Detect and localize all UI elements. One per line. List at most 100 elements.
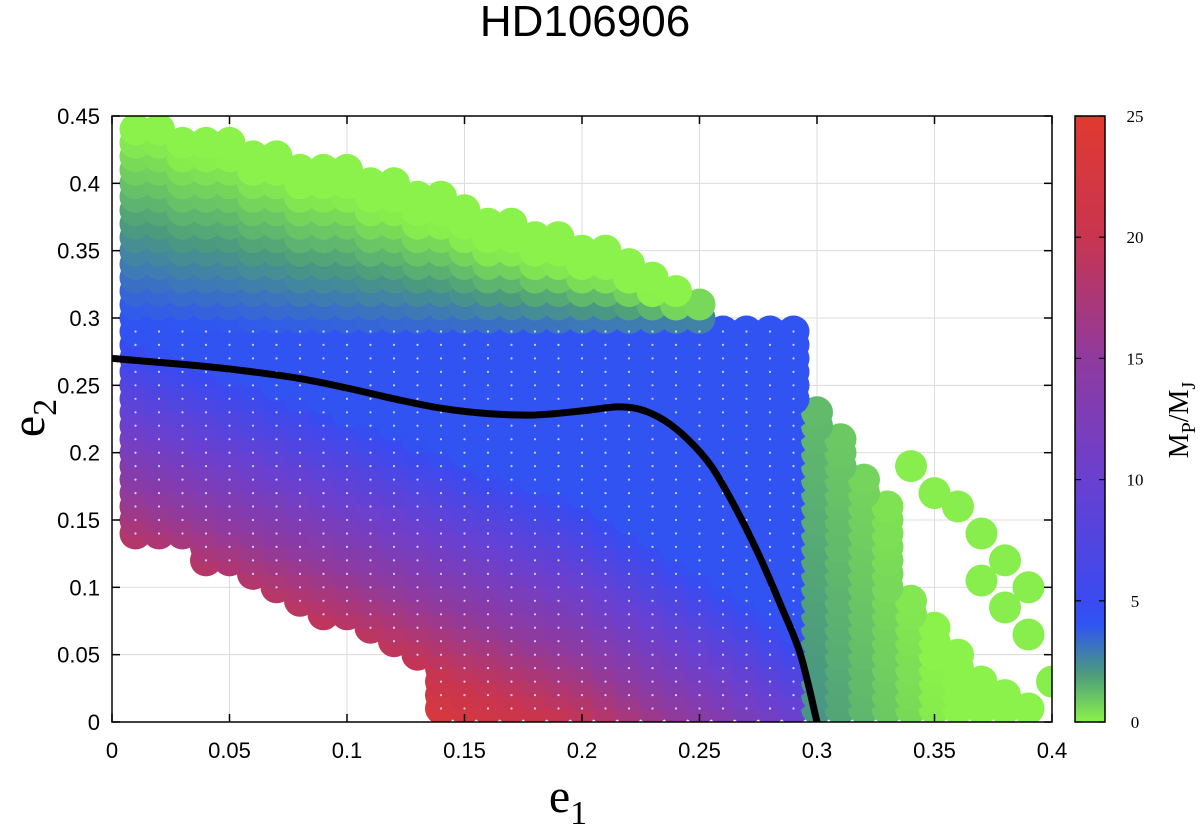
grid-marker xyxy=(557,613,560,616)
data-point xyxy=(918,477,951,510)
grid-marker xyxy=(134,343,137,346)
grid-marker xyxy=(580,343,584,346)
grid-marker xyxy=(580,599,584,602)
grid-marker xyxy=(557,559,560,562)
grid-marker xyxy=(439,680,443,683)
grid-marker xyxy=(157,424,161,427)
grid-marker xyxy=(745,451,748,454)
grid-marker xyxy=(721,330,725,333)
grid-marker xyxy=(439,572,443,576)
grid-marker xyxy=(533,384,537,387)
grid-marker xyxy=(533,545,537,549)
grid-marker xyxy=(768,411,772,414)
data-point xyxy=(119,116,152,146)
grid-marker xyxy=(557,653,560,656)
grid-marker xyxy=(745,694,748,697)
grid-marker xyxy=(792,707,795,710)
grid-marker xyxy=(533,613,537,616)
grid-marker xyxy=(439,653,443,656)
grid-marker xyxy=(510,532,513,535)
grid-marker xyxy=(792,424,795,427)
grid-marker xyxy=(674,572,678,576)
grid-marker xyxy=(651,707,654,710)
grid-marker xyxy=(651,680,654,683)
grid-marker xyxy=(157,505,161,508)
grid-marker xyxy=(627,640,631,643)
grid-marker xyxy=(580,532,584,535)
grid-marker xyxy=(275,438,278,441)
grid-marker xyxy=(345,424,349,427)
grid-marker xyxy=(721,397,725,400)
grid-marker xyxy=(369,384,372,387)
grid-marker xyxy=(698,478,701,481)
grid-marker xyxy=(463,586,466,589)
grid-marker xyxy=(580,694,584,697)
data-point xyxy=(1036,665,1052,698)
grid-marker xyxy=(768,667,772,670)
grid-marker xyxy=(698,707,701,710)
grid-marker xyxy=(651,572,654,576)
grid-marker xyxy=(369,492,372,495)
grid-marker xyxy=(627,653,631,656)
grid-marker xyxy=(580,518,584,522)
data-point xyxy=(260,140,293,173)
grid-marker xyxy=(604,465,607,468)
grid-marker xyxy=(157,451,161,454)
grid-marker xyxy=(745,492,748,495)
grid-marker xyxy=(627,586,631,589)
grid-marker xyxy=(369,572,372,576)
grid-marker xyxy=(157,411,161,414)
grid-marker xyxy=(768,438,772,441)
grid-marker xyxy=(510,559,513,562)
x-tick-label: 0.2 xyxy=(567,738,598,763)
grid-marker xyxy=(275,545,278,549)
grid-marker xyxy=(604,559,607,562)
grid-marker xyxy=(768,694,772,697)
grid-marker xyxy=(792,465,795,468)
grid-marker xyxy=(533,343,537,346)
grid-marker xyxy=(251,343,255,346)
grid-marker xyxy=(392,424,396,427)
grid-marker xyxy=(533,626,537,629)
grid-marker xyxy=(627,370,631,373)
x-tick-label: 0.15 xyxy=(443,738,486,763)
grid-marker xyxy=(322,451,325,454)
grid-marker xyxy=(557,424,560,427)
grid-marker xyxy=(486,330,490,333)
grid-marker xyxy=(486,424,490,427)
data-point xyxy=(213,126,246,159)
grid-marker xyxy=(580,397,584,400)
grid-marker xyxy=(416,370,419,373)
grid-marker xyxy=(580,465,584,468)
grid-marker xyxy=(604,505,607,508)
grid-marker xyxy=(322,343,325,346)
grid-marker xyxy=(416,613,419,616)
grid-marker xyxy=(251,505,255,508)
grid-marker xyxy=(604,545,607,549)
grid-marker xyxy=(768,518,772,522)
grid-marker xyxy=(651,559,654,562)
grid-marker xyxy=(721,626,725,629)
grid-marker xyxy=(651,532,654,535)
grid-marker xyxy=(181,451,184,454)
grid-marker xyxy=(533,667,537,670)
grid-marker xyxy=(157,370,161,373)
grid-marker xyxy=(510,505,513,508)
grid-marker xyxy=(604,586,607,589)
grid-marker xyxy=(721,518,725,522)
grid-marker xyxy=(627,707,631,710)
grid-marker xyxy=(228,397,231,400)
grid-marker xyxy=(251,559,255,562)
grid-marker xyxy=(674,532,678,535)
grid-marker xyxy=(416,599,419,602)
grid-marker xyxy=(134,330,137,333)
grid-marker xyxy=(369,626,372,629)
grid-marker xyxy=(604,370,607,373)
grid-marker xyxy=(369,613,372,616)
y-tick-label: 0.1 xyxy=(69,575,100,600)
grid-marker xyxy=(604,707,607,710)
grid-marker xyxy=(557,451,560,454)
grid-marker xyxy=(674,626,678,629)
data-point xyxy=(378,167,410,200)
